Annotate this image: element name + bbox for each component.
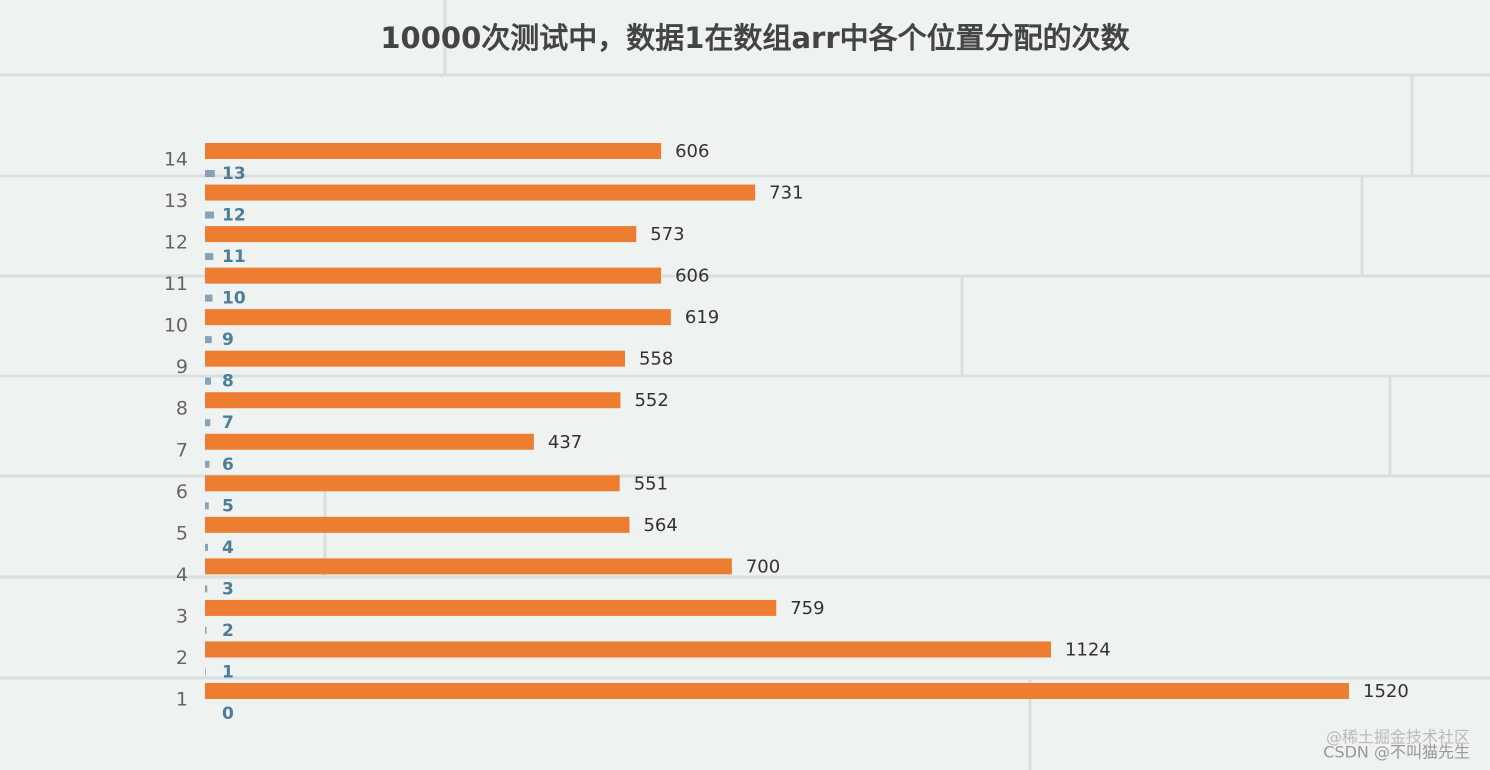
data-label: 564 — [643, 515, 677, 536]
bar — [205, 599, 777, 616]
data-label: 11 — [222, 247, 246, 267]
data-label: 8 — [222, 372, 234, 392]
data-label: 606 — [675, 141, 709, 162]
y-tick-label: 7 — [176, 439, 188, 461]
watermark: @稀土掘金技术社区 — [1326, 728, 1470, 747]
y-tick-label: 11 — [164, 273, 188, 295]
y-tick-label: 10 — [164, 315, 188, 337]
y-tick-label: 4 — [176, 564, 188, 586]
data-label: 12 — [222, 206, 246, 226]
data-label: 10 — [222, 289, 246, 309]
data-label: 437 — [548, 432, 582, 453]
data-label: 558 — [639, 349, 673, 370]
y-tick-label: 9 — [176, 356, 188, 378]
data-label: 13 — [222, 164, 246, 184]
data-label: 606 — [675, 266, 709, 287]
y-tick-label: 6 — [176, 481, 188, 503]
bar — [205, 184, 756, 201]
y-tick-label: 13 — [164, 190, 188, 212]
bar — [205, 170, 215, 177]
bar — [205, 211, 215, 219]
data-label: 5 — [222, 496, 234, 516]
bar — [205, 433, 534, 450]
bar — [205, 475, 620, 492]
data-label: 6 — [222, 455, 234, 475]
bar — [205, 377, 212, 385]
bar — [205, 558, 732, 575]
bar — [205, 294, 213, 302]
y-tick-label: 1 — [176, 689, 188, 711]
bar — [205, 502, 209, 510]
data-label: 0 — [222, 704, 234, 724]
y-tick-label: 14 — [164, 149, 188, 171]
data-label: 1520 — [1363, 681, 1409, 702]
y-tick-label: 3 — [176, 605, 188, 627]
data-label: 2 — [222, 621, 234, 641]
y-tick-label: 8 — [176, 398, 188, 420]
data-label: 1124 — [1065, 639, 1111, 660]
bar — [205, 626, 207, 634]
bar — [205, 392, 621, 409]
bar — [205, 253, 214, 261]
y-tick-label: 2 — [176, 647, 188, 669]
bar — [205, 419, 211, 427]
bar — [205, 543, 209, 551]
bar — [205, 226, 637, 243]
bar — [205, 143, 662, 159]
watermark: CSDN @不叫猫先生 — [1323, 743, 1470, 762]
data-label: 1 — [222, 662, 234, 682]
data-label: 551 — [634, 473, 668, 494]
data-label: 3 — [222, 579, 234, 599]
data-label: 552 — [634, 390, 668, 411]
bar — [205, 336, 212, 344]
data-label: 573 — [650, 224, 684, 245]
data-label: 7 — [222, 413, 234, 433]
data-label: 700 — [746, 556, 780, 577]
bar — [205, 460, 210, 468]
bar — [205, 683, 1349, 699]
y-tick-label: 5 — [176, 522, 188, 544]
data-label: 731 — [769, 183, 803, 204]
bar — [205, 309, 671, 326]
chart-title: 10000次测试中，数据1在数组arr中各个位置分配的次数 — [380, 21, 1130, 55]
bar — [205, 516, 630, 533]
data-label: 4 — [222, 538, 234, 558]
data-label: 759 — [790, 598, 824, 619]
data-label: 619 — [685, 307, 719, 328]
bar — [205, 641, 1051, 658]
y-tick-label: 12 — [164, 232, 188, 254]
data-label: 9 — [222, 330, 234, 350]
bar — [205, 585, 208, 593]
bar — [205, 350, 625, 367]
bar — [205, 668, 206, 676]
bar — [205, 267, 662, 284]
